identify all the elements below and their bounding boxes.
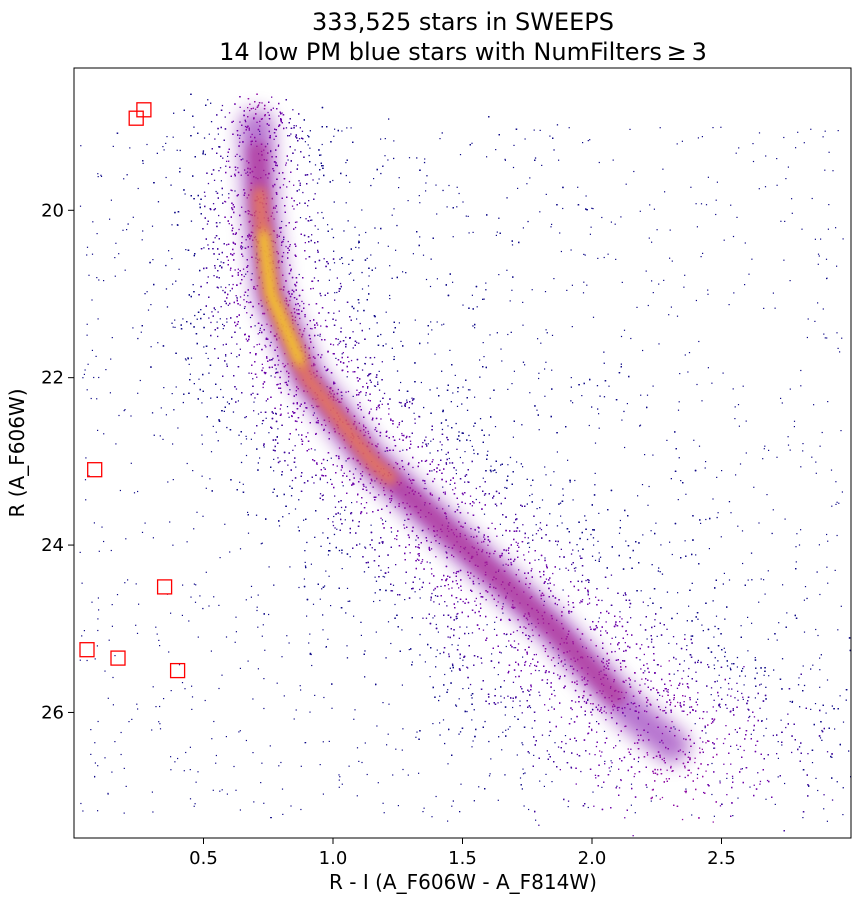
blue-star-marker	[156, 579, 173, 595]
y-tick-label: 20	[41, 200, 64, 221]
blue-star-marker	[87, 462, 103, 478]
chart-title-line2: 14 low PM blue stars with NumFilters ≥ 3	[219, 38, 707, 66]
x-axis-label: R - I (A_F606W - A_F814W)	[329, 870, 597, 894]
x-tick-label: 0.5	[189, 848, 218, 869]
blue-star-marker	[110, 650, 126, 666]
y-axis-ticks: 20 22 24 26	[41, 200, 74, 723]
x-tick-label: 1.5	[448, 848, 477, 869]
y-axis-label: R (A_F606W)	[5, 389, 29, 518]
density-band-outer	[239, 109, 690, 763]
y-tick-label: 22	[41, 368, 64, 389]
blue-star-marker	[79, 642, 95, 658]
y-tick-label: 26	[41, 702, 64, 723]
density-ridge	[239, 109, 690, 763]
blue-star-marker	[128, 110, 144, 126]
x-tick-label: 2.0	[578, 848, 607, 869]
plot-area	[79, 93, 851, 837]
chart-title-line1: 333,525 stars in SWEEPS	[312, 8, 614, 36]
blue-star-marker	[136, 102, 152, 118]
x-tick-label: 2.5	[707, 848, 736, 869]
x-tick-label: 1.0	[319, 848, 348, 869]
density-cloud	[79, 93, 851, 837]
blue-star-marker	[169, 662, 186, 679]
plot-frame	[73, 67, 852, 839]
highlight-markers	[79, 102, 186, 679]
y-tick-label: 24	[41, 535, 64, 556]
x-axis-ticks: 0.5 1.0 1.5 2.0 2.5	[189, 838, 736, 869]
density-band-core	[258, 230, 305, 366]
